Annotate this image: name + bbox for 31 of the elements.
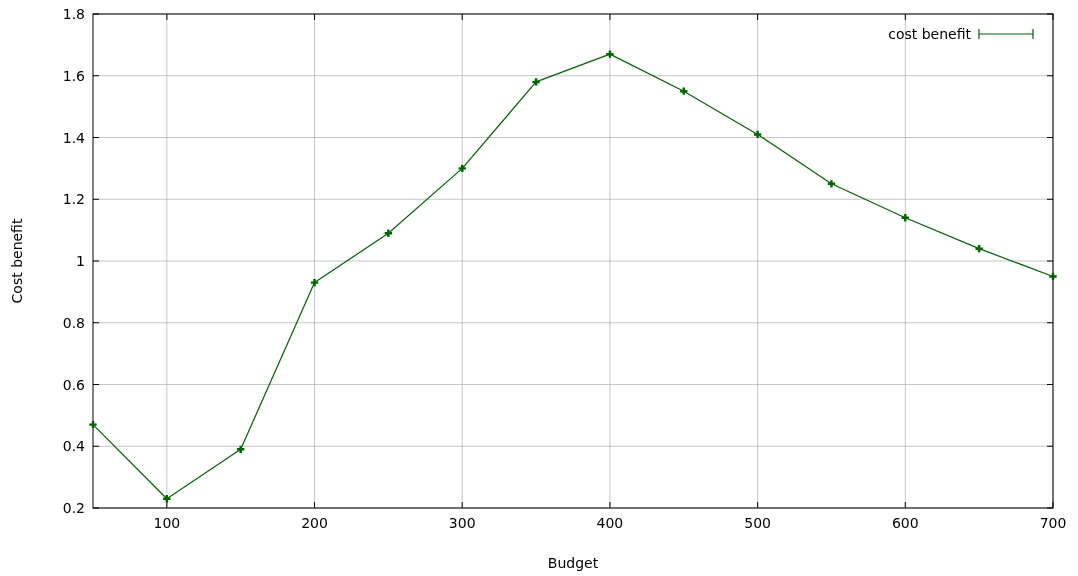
y-tick-label: 0.4 [62, 438, 86, 455]
point [606, 50, 614, 58]
point [827, 180, 836, 188]
point [901, 214, 909, 222]
y-tick-label: 1.6 [62, 67, 86, 84]
y-tick-label: 0.6 [62, 376, 86, 393]
x-tick-label: 100 [153, 515, 181, 531]
y-tick-label: 1.4 [62, 129, 86, 146]
x-axis-title: Budget [547, 555, 599, 571]
y-tick-label: 1 [76, 253, 85, 269]
x-tick-label: 300 [448, 515, 476, 531]
point [384, 229, 393, 237]
point [89, 420, 97, 429]
point [458, 164, 466, 173]
x-tick-label: 500 [744, 515, 771, 531]
x-tick-label: 700 [1039, 515, 1067, 531]
point [310, 278, 319, 287]
y-tick-label: 0.2 [62, 500, 85, 516]
point [753, 130, 762, 139]
x-tick-label: 200 [301, 515, 328, 531]
x-tick-label: 600 [891, 515, 919, 531]
y-tick-label: 0.8 [62, 314, 85, 331]
y-tick-label: 1.8 [62, 6, 85, 22]
x-tick-label: 400 [596, 515, 624, 531]
point [1049, 272, 1057, 281]
y-axis-title: Cost benefit [9, 218, 25, 304]
y-tick-label: 1.2 [62, 191, 85, 208]
point [975, 244, 983, 253]
point [237, 445, 245, 454]
legend-label: cost benefit [888, 26, 972, 42]
point [532, 78, 540, 86]
